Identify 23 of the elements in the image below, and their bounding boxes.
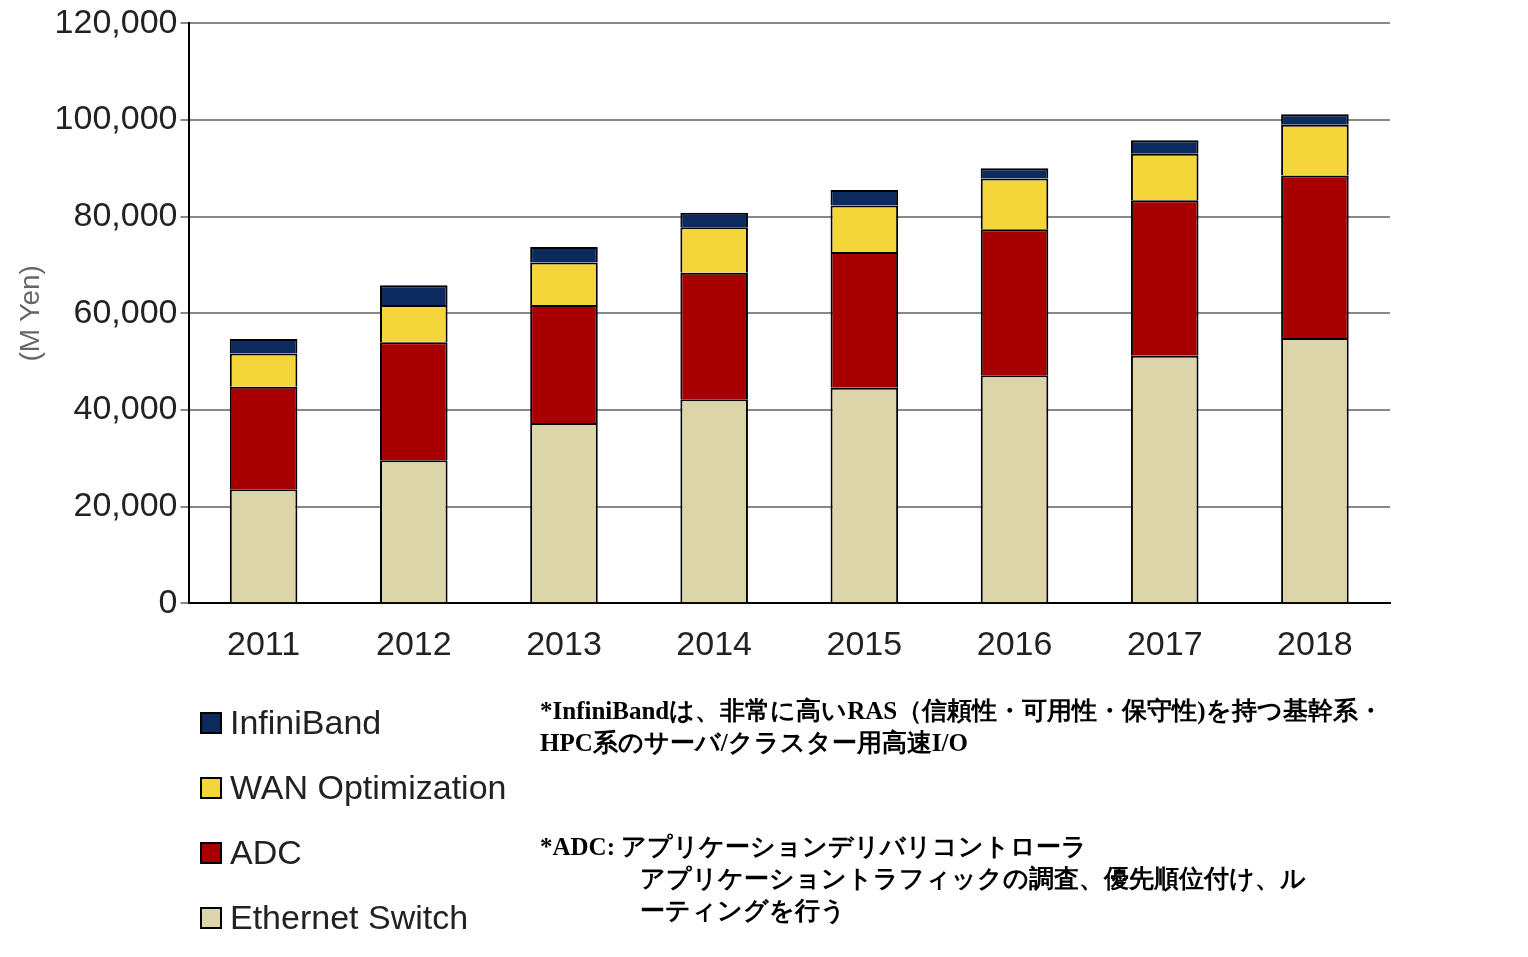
y-tick-label: 80,000 <box>73 195 178 234</box>
y-tick-label: 0 <box>158 581 178 620</box>
x-tick-label: 2013 <box>526 623 602 662</box>
x-tick-label: 2018 <box>1277 623 1353 662</box>
legend-label: ADC <box>230 833 302 872</box>
y-axis-title: (M Yen) <box>13 265 45 362</box>
text: *InfiniBandは、非常に高いRAS（信頼性・可用性・保守性)を持つ基幹系・ HPC系のサーバ/クラスター用高速I/O <box>540 696 1383 758</box>
y-tick-label: 120,000 <box>54 1 178 40</box>
y-tick-label: 40,000 <box>73 388 178 427</box>
y-tick-label: 20,000 <box>73 484 178 523</box>
text: アプリケーショントラフィックの調査、優先順位付け、ルーティングを行う <box>640 864 1307 926</box>
x-tick-label: 2012 <box>375 623 452 662</box>
x-tick-label: 2011 <box>227 623 301 662</box>
legend-label: WAN Optimization <box>230 768 507 807</box>
x-tick-label: 2014 <box>676 623 752 662</box>
text: *ADC: アプリケーションデリバリコントローラ <box>540 832 1089 862</box>
x-tick-label: 2015 <box>826 623 903 662</box>
y-tick-label: 60,000 <box>73 291 178 330</box>
x-tick-label: 2017 <box>1126 623 1203 662</box>
legend-label: Ethernet Switch <box>230 898 469 937</box>
y-tick-label: 100,000 <box>54 98 178 137</box>
x-tick-label: 2016 <box>976 623 1053 662</box>
legend-label: InfiniBand <box>230 703 382 742</box>
